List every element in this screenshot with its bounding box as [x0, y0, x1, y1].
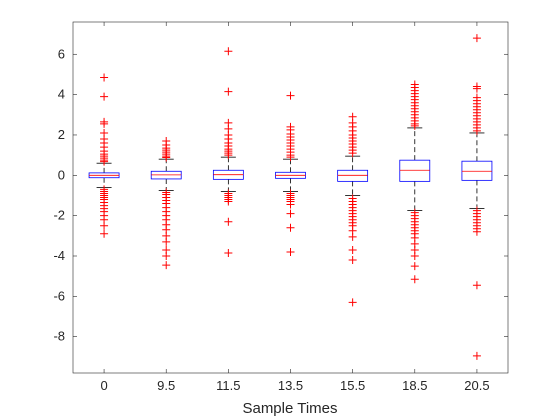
box	[461, 160, 493, 181]
outlier-point	[348, 232, 357, 241]
x-tick-label: 9.5	[157, 378, 175, 393]
outlier-point	[286, 223, 295, 232]
x-tick-label: 0	[100, 378, 107, 393]
y-tick-label: -6	[53, 288, 65, 303]
x-tick-label: 15.5	[340, 378, 365, 393]
outlier-point	[472, 126, 481, 135]
outlier-point	[348, 149, 357, 158]
y-tick-label: 0	[58, 167, 65, 182]
outlier-point	[224, 87, 233, 96]
outlier-point	[224, 217, 233, 226]
box-group	[150, 137, 182, 270]
outlier-point	[100, 92, 109, 101]
outlier-point	[162, 237, 171, 246]
outlier-point	[224, 47, 233, 56]
outlier-point	[286, 209, 295, 218]
boxes-layer	[88, 34, 493, 360]
x-axis-label: Sample Times	[242, 400, 337, 417]
outlier-point	[410, 252, 419, 260]
box	[337, 169, 369, 182]
outlier-point	[286, 91, 295, 100]
outlier-point	[162, 252, 171, 260]
outlier-point	[286, 200, 295, 209]
outlier-point	[224, 151, 233, 160]
outlier-point	[472, 281, 481, 290]
y-tick-label: -8	[53, 329, 65, 344]
outlier-point	[348, 256, 357, 265]
y-tick-label: 4	[58, 87, 65, 102]
outlier-point	[100, 119, 109, 128]
outlier-point	[472, 351, 481, 360]
outlier-point	[162, 261, 171, 270]
outlier-point	[162, 153, 171, 162]
outlier-point	[472, 84, 481, 93]
outlier-point	[100, 157, 109, 166]
box	[399, 159, 431, 182]
x-tick-label: 20.5	[464, 378, 489, 393]
y-tick-label: -2	[53, 208, 65, 223]
outlier-point	[472, 227, 481, 236]
outlier-point	[472, 34, 481, 43]
outlier-point	[100, 73, 109, 82]
box-group	[399, 80, 431, 284]
box-group	[337, 112, 369, 307]
outlier-point	[348, 245, 357, 254]
outlier-point	[286, 247, 295, 256]
outlier-point	[100, 221, 109, 230]
y-tick-label: 6	[58, 46, 65, 61]
outlier-point	[286, 153, 295, 162]
outlier-point	[348, 298, 357, 307]
outlier-point	[224, 197, 233, 206]
box-group	[88, 73, 120, 238]
x-tick-label: 18.5	[402, 378, 427, 393]
y-tick-label: -4	[53, 248, 65, 263]
outlier-point	[410, 262, 419, 271]
x-tick-label: 11.5	[216, 378, 240, 393]
outlier-point	[224, 248, 233, 257]
y-tick-label: 2	[58, 127, 65, 142]
box-group	[461, 34, 493, 360]
outlier-point	[410, 121, 419, 130]
x-tick-label: 13.5	[278, 378, 303, 393]
outlier-point	[410, 275, 419, 284]
ticks-layer: -8 -6 -4 -2 0 2 4 6 0 9.5 11.5 13.5 15.5 18.5 20.5	[53, 22, 508, 393]
box-group	[212, 47, 244, 257]
box-group	[275, 91, 306, 256]
outlier-point	[100, 229, 109, 238]
